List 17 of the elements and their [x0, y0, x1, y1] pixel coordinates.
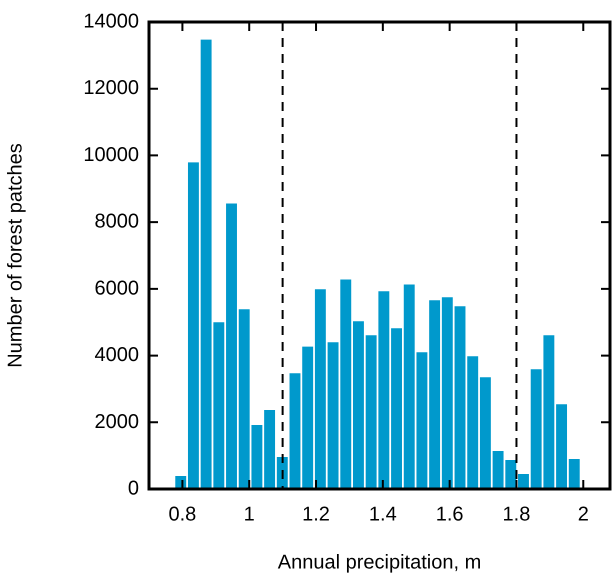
x-tick-label: 1.4: [368, 504, 397, 526]
x-tick-label: 1.8: [502, 504, 530, 526]
y-tick-label: 10000: [83, 144, 139, 166]
x-tick-label: 1.6: [436, 504, 464, 526]
x-tick-label: 0.8: [168, 504, 196, 526]
y-tick-label: 4000: [94, 344, 139, 366]
x-tick-label: 1: [244, 504, 255, 526]
x-tick-label: 2: [578, 504, 589, 526]
y-tick-label: 12000: [83, 77, 139, 100]
y-tick-label: 2000: [94, 410, 139, 433]
y-tick-label: 6000: [94, 277, 139, 300]
x-tick-label: 1.2: [302, 504, 330, 526]
y-axis-title: Number of forest patches: [4, 143, 27, 368]
y-tick-label: 0: [128, 478, 139, 500]
y-tick-label: 8000: [94, 210, 139, 233]
x-axis-title: Annual precipitation, m: [278, 552, 482, 574]
y-tick-label: 14000: [83, 10, 139, 33]
